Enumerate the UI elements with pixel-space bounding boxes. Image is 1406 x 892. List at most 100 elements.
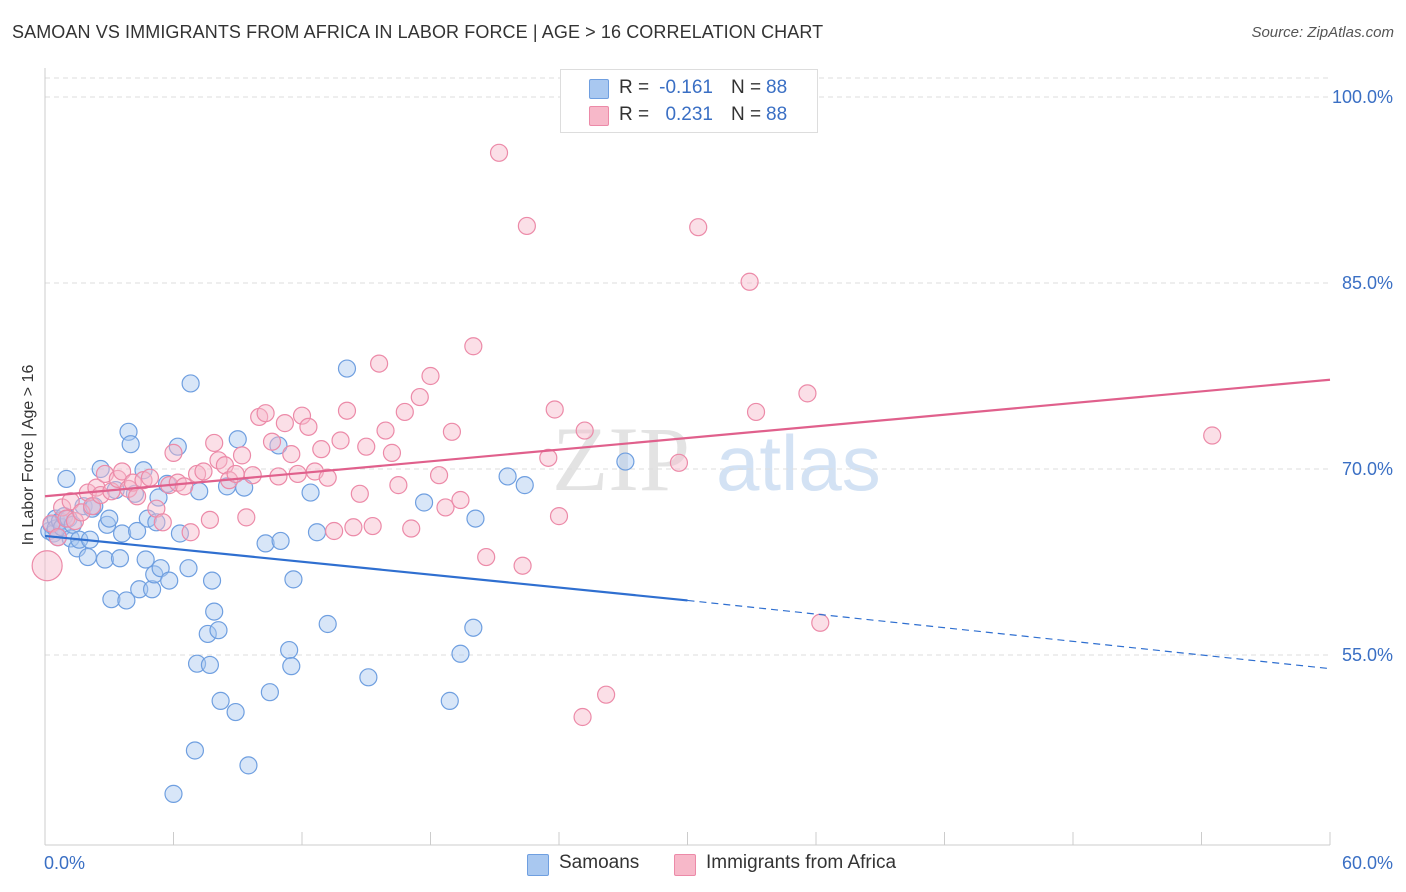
samoan-point xyxy=(95,550,115,569)
africa-point xyxy=(477,547,496,567)
samoan-point xyxy=(359,668,378,687)
africa-point xyxy=(318,468,337,487)
africa-point xyxy=(575,421,594,440)
samoan-point xyxy=(337,359,357,378)
y-tick-label: 85.0% xyxy=(1342,273,1393,293)
africa-point xyxy=(61,492,80,511)
africa-point xyxy=(489,143,509,162)
africa-point xyxy=(181,523,200,542)
samoan-point xyxy=(181,374,200,393)
legend-row-africa: R = 0.231 N = 88 xyxy=(561,102,817,128)
samoan-point xyxy=(464,618,483,637)
africa-point xyxy=(597,685,616,704)
samoan-point xyxy=(185,741,205,760)
africa-point xyxy=(299,417,318,436)
samoan-point xyxy=(466,509,485,528)
samoan-point xyxy=(205,602,224,621)
africa-point xyxy=(205,433,224,453)
samoan-point xyxy=(112,524,132,543)
africa-point xyxy=(237,508,256,527)
africa-point xyxy=(669,453,689,472)
africa-point xyxy=(382,443,402,462)
africa-point xyxy=(539,448,558,467)
chart-title: SAMOAN VS IMMIGRANTS FROM AFRICA IN LABO… xyxy=(12,22,824,42)
samoan-point xyxy=(134,461,153,480)
samoans-label: Samoans xyxy=(559,852,640,873)
africa-point xyxy=(31,550,63,582)
africa-label: Immigrants from Africa xyxy=(706,852,897,873)
samoan-point xyxy=(498,467,517,486)
samoan-point xyxy=(127,521,147,541)
samoan-point xyxy=(318,614,337,634)
samoan-point xyxy=(284,570,303,589)
samoan-point xyxy=(100,509,119,528)
samoan-point xyxy=(440,691,459,710)
africa-point xyxy=(436,498,455,517)
africa-point xyxy=(331,431,350,450)
legend-n-label: N = xyxy=(731,77,762,98)
samoan-point xyxy=(260,683,279,702)
samoan-point xyxy=(280,640,299,660)
samoan-point xyxy=(239,756,258,775)
africa-point xyxy=(357,437,376,456)
x-tick-label: 60.0% xyxy=(1342,853,1393,873)
legend-row-samoans: R = -0.161 N = 88 xyxy=(561,75,817,101)
africa-point xyxy=(451,490,470,510)
watermark-zip: ZIP xyxy=(552,408,690,510)
africa-point xyxy=(402,519,421,538)
africa-point xyxy=(312,440,331,459)
samoan-point xyxy=(198,624,217,644)
samoan-point xyxy=(515,476,534,495)
series-legend: Samoans Immigrants from Africa xyxy=(0,852,1406,878)
africa-point xyxy=(337,401,357,420)
africa-point xyxy=(282,445,301,464)
x-tick-label: 0.0% xyxy=(44,853,85,873)
legend-r-label: R = xyxy=(619,77,650,98)
legend-swatch-blue xyxy=(589,79,609,99)
samoan-point xyxy=(130,580,149,599)
africa-point xyxy=(740,272,759,291)
legend-n-value: 88 xyxy=(766,104,788,125)
africa-point xyxy=(243,466,262,485)
legend-r-value: 0.231 xyxy=(665,104,713,125)
y-tick-label: 55.0% xyxy=(1342,645,1393,665)
legend-r-label: R = xyxy=(619,104,650,125)
legend-n-label: N = xyxy=(731,104,762,125)
samoan-point xyxy=(282,657,301,676)
africa-point xyxy=(153,513,172,532)
africa-point xyxy=(798,384,817,403)
samoan-point xyxy=(307,523,327,542)
samoan-point xyxy=(151,559,170,578)
samoan-point xyxy=(301,483,320,502)
samoan-point xyxy=(142,580,162,599)
samoan-point xyxy=(117,591,136,610)
samoan-point xyxy=(110,549,130,568)
africa-point xyxy=(200,510,220,529)
africa-point xyxy=(545,400,564,419)
samoan-point xyxy=(78,547,97,567)
samoan-point xyxy=(256,534,275,553)
africa-point xyxy=(464,337,483,356)
africa-point xyxy=(262,432,282,451)
samoan-point xyxy=(271,531,290,551)
legend-n-value: 88 xyxy=(766,77,788,98)
samoan-point xyxy=(228,430,247,449)
y-tick-label: 100.0% xyxy=(1332,87,1393,107)
legend-r-value: -0.161 xyxy=(659,77,713,98)
africa-point xyxy=(72,503,91,522)
africa-point xyxy=(325,521,344,541)
samoan-point xyxy=(121,435,140,454)
africa-point xyxy=(517,216,536,236)
samoans-swatch xyxy=(527,854,549,876)
africa-point xyxy=(350,484,369,503)
africa-point xyxy=(513,556,532,575)
samoan-point xyxy=(102,590,121,609)
samoan-trend-line xyxy=(44,534,688,602)
africa-point xyxy=(194,462,213,481)
samoan-point xyxy=(187,654,207,673)
africa-point xyxy=(1203,426,1222,445)
africa-point xyxy=(140,468,160,487)
africa-point xyxy=(429,466,449,485)
legend-swatch-pink xyxy=(589,106,609,126)
